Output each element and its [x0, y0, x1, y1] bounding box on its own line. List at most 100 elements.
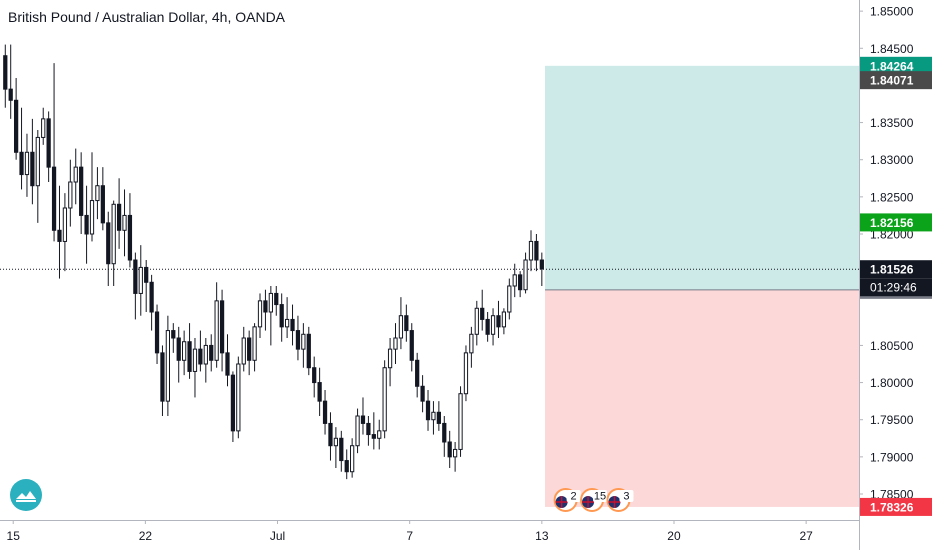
candle-body	[154, 311, 160, 354]
y-tick-label: 1.79500	[870, 413, 914, 427]
candle	[133, 252, 138, 320]
candle-body	[501, 311, 507, 328]
candle-body	[333, 437, 339, 447]
event-count: 2	[571, 491, 577, 503]
candle-body	[203, 344, 208, 365]
candle	[111, 200, 116, 286]
candle	[3, 44, 8, 108]
candle	[523, 252, 528, 294]
candle-body	[317, 382, 322, 402]
candle-body	[512, 274, 517, 287]
candle-body	[452, 448, 458, 458]
candle-body	[290, 318, 295, 332]
candle-body	[490, 315, 496, 335]
candle-body	[214, 300, 219, 361]
y-tick-label: 1.85000	[870, 5, 914, 19]
candle-body	[241, 337, 246, 365]
candle-body	[485, 318, 490, 335]
current-price-label-extra-bg	[860, 278, 932, 297]
candle	[425, 390, 431, 431]
candle	[165, 315, 171, 416]
candle	[404, 304, 409, 342]
price-label-bg	[860, 71, 932, 90]
candle-body	[57, 229, 62, 242]
candle	[138, 245, 143, 316]
candle-body	[133, 259, 138, 294]
candle	[274, 286, 279, 316]
candle-body	[518, 274, 523, 291]
candle-body	[122, 214, 127, 231]
price-label: 1.84071	[860, 71, 932, 90]
candle	[528, 230, 534, 272]
target-zone	[545, 65, 859, 290]
candle	[41, 107, 46, 145]
candle-body	[377, 430, 382, 439]
candle-body	[144, 266, 149, 283]
candle-body	[252, 326, 257, 361]
candle	[382, 360, 387, 439]
candle-body	[328, 422, 333, 447]
candle	[507, 278, 512, 320]
candle	[214, 282, 219, 368]
candle	[458, 386, 463, 457]
candle	[539, 252, 544, 286]
candle-body	[19, 151, 24, 176]
price-label-bg	[860, 213, 932, 232]
candle-body	[539, 259, 544, 270]
candle	[490, 308, 496, 346]
candle	[176, 326, 181, 383]
candle-body	[279, 304, 284, 328]
candle-body	[496, 315, 501, 328]
candle-body	[404, 315, 409, 332]
candle-body	[171, 330, 176, 339]
current-price-label-bg	[860, 260, 932, 279]
candle	[198, 330, 203, 372]
candle-body	[30, 151, 35, 187]
candle	[236, 356, 241, 439]
candle	[339, 430, 344, 472]
candle	[501, 308, 507, 335]
event-count-bg	[619, 490, 634, 502]
tradingview-logo[interactable]	[9, 478, 43, 512]
candle	[241, 326, 246, 372]
candle	[144, 260, 149, 312]
candle	[306, 326, 311, 376]
candle	[46, 111, 51, 182]
candle	[8, 44, 13, 119]
candle-body	[350, 445, 355, 473]
candle	[95, 167, 100, 220]
candle	[203, 338, 208, 383]
candle-body	[230, 374, 236, 432]
candle-body	[301, 333, 306, 350]
candle	[420, 375, 425, 413]
y-tick-label: 1.80000	[870, 376, 914, 390]
candle	[116, 178, 122, 249]
candle-body	[24, 151, 30, 176]
candle-body	[387, 348, 393, 369]
candle	[89, 152, 95, 242]
x-tick-label: 20	[667, 529, 681, 543]
candle	[387, 338, 393, 387]
candle-body	[62, 207, 68, 242]
candle-body	[382, 367, 387, 432]
candle-body	[436, 411, 441, 424]
candle-body	[187, 341, 192, 372]
candle	[512, 263, 517, 298]
candle-body	[534, 240, 539, 261]
candle	[268, 286, 273, 346]
candle	[350, 438, 355, 478]
candle-body	[84, 214, 89, 235]
candle-body	[366, 422, 371, 436]
candle-body	[306, 333, 311, 369]
y-tick-label: 1.79000	[870, 450, 914, 464]
candle-body	[355, 415, 360, 447]
candle-body	[3, 55, 8, 90]
candle-body	[409, 330, 414, 361]
candle	[518, 271, 523, 298]
candle	[182, 330, 187, 376]
candle-body	[393, 337, 398, 350]
candle	[187, 323, 192, 379]
price-label-text: 1.82156	[870, 216, 914, 230]
event-marker: 2	[553, 488, 581, 512]
